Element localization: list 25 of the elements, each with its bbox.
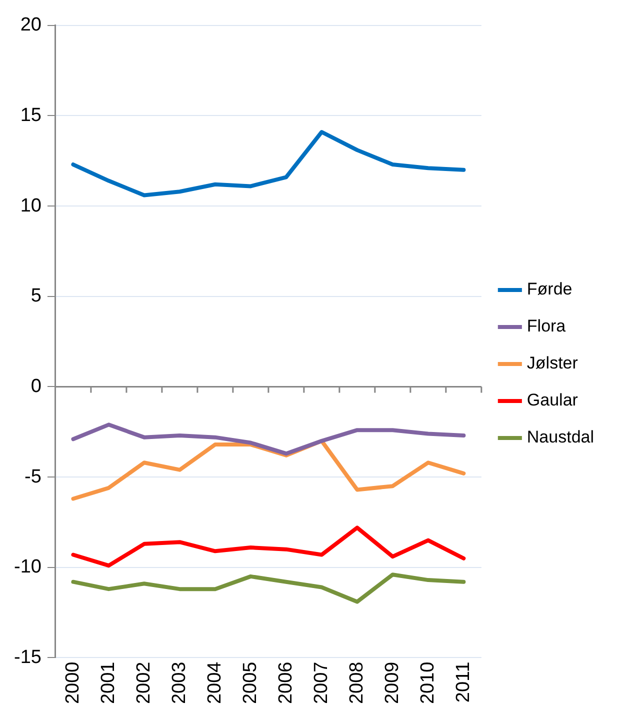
x-tick-label: 2007 [310,662,332,704]
y-tick-label: -15 [14,646,42,668]
legend-label: Gaular [526,390,578,410]
y-tick-label: -5 [24,466,42,488]
y-tick-label: -10 [14,556,42,578]
x-tick-label: 2009 [382,662,403,704]
x-tick-label: 2000 [62,662,84,704]
y-tick-label: 15 [20,104,42,126]
legend-label: Naustdal [526,428,594,447]
x-tick-label: 2002 [133,662,154,704]
x-tick-label: 2005 [240,662,261,704]
legend-label: Jølster [526,354,578,373]
y-tick-label: 5 [30,286,42,307]
legend-label: Førde [526,280,572,299]
legend-label: Flora [526,316,566,336]
y-tick-label: 20 [20,14,42,36]
y-tick-label: 10 [20,195,42,216]
x-tick-label: 2003 [168,662,190,704]
x-tick-label: 2011 [452,662,474,703]
x-tick-label: 2008 [346,662,368,704]
x-tick-label: 2010 [417,662,438,704]
x-tick-label: 2004 [204,661,226,704]
y-tick-label: 0 [30,376,42,397]
x-tick-label: 2001 [98,662,119,704]
x-tick-label: 2006 [275,662,296,704]
